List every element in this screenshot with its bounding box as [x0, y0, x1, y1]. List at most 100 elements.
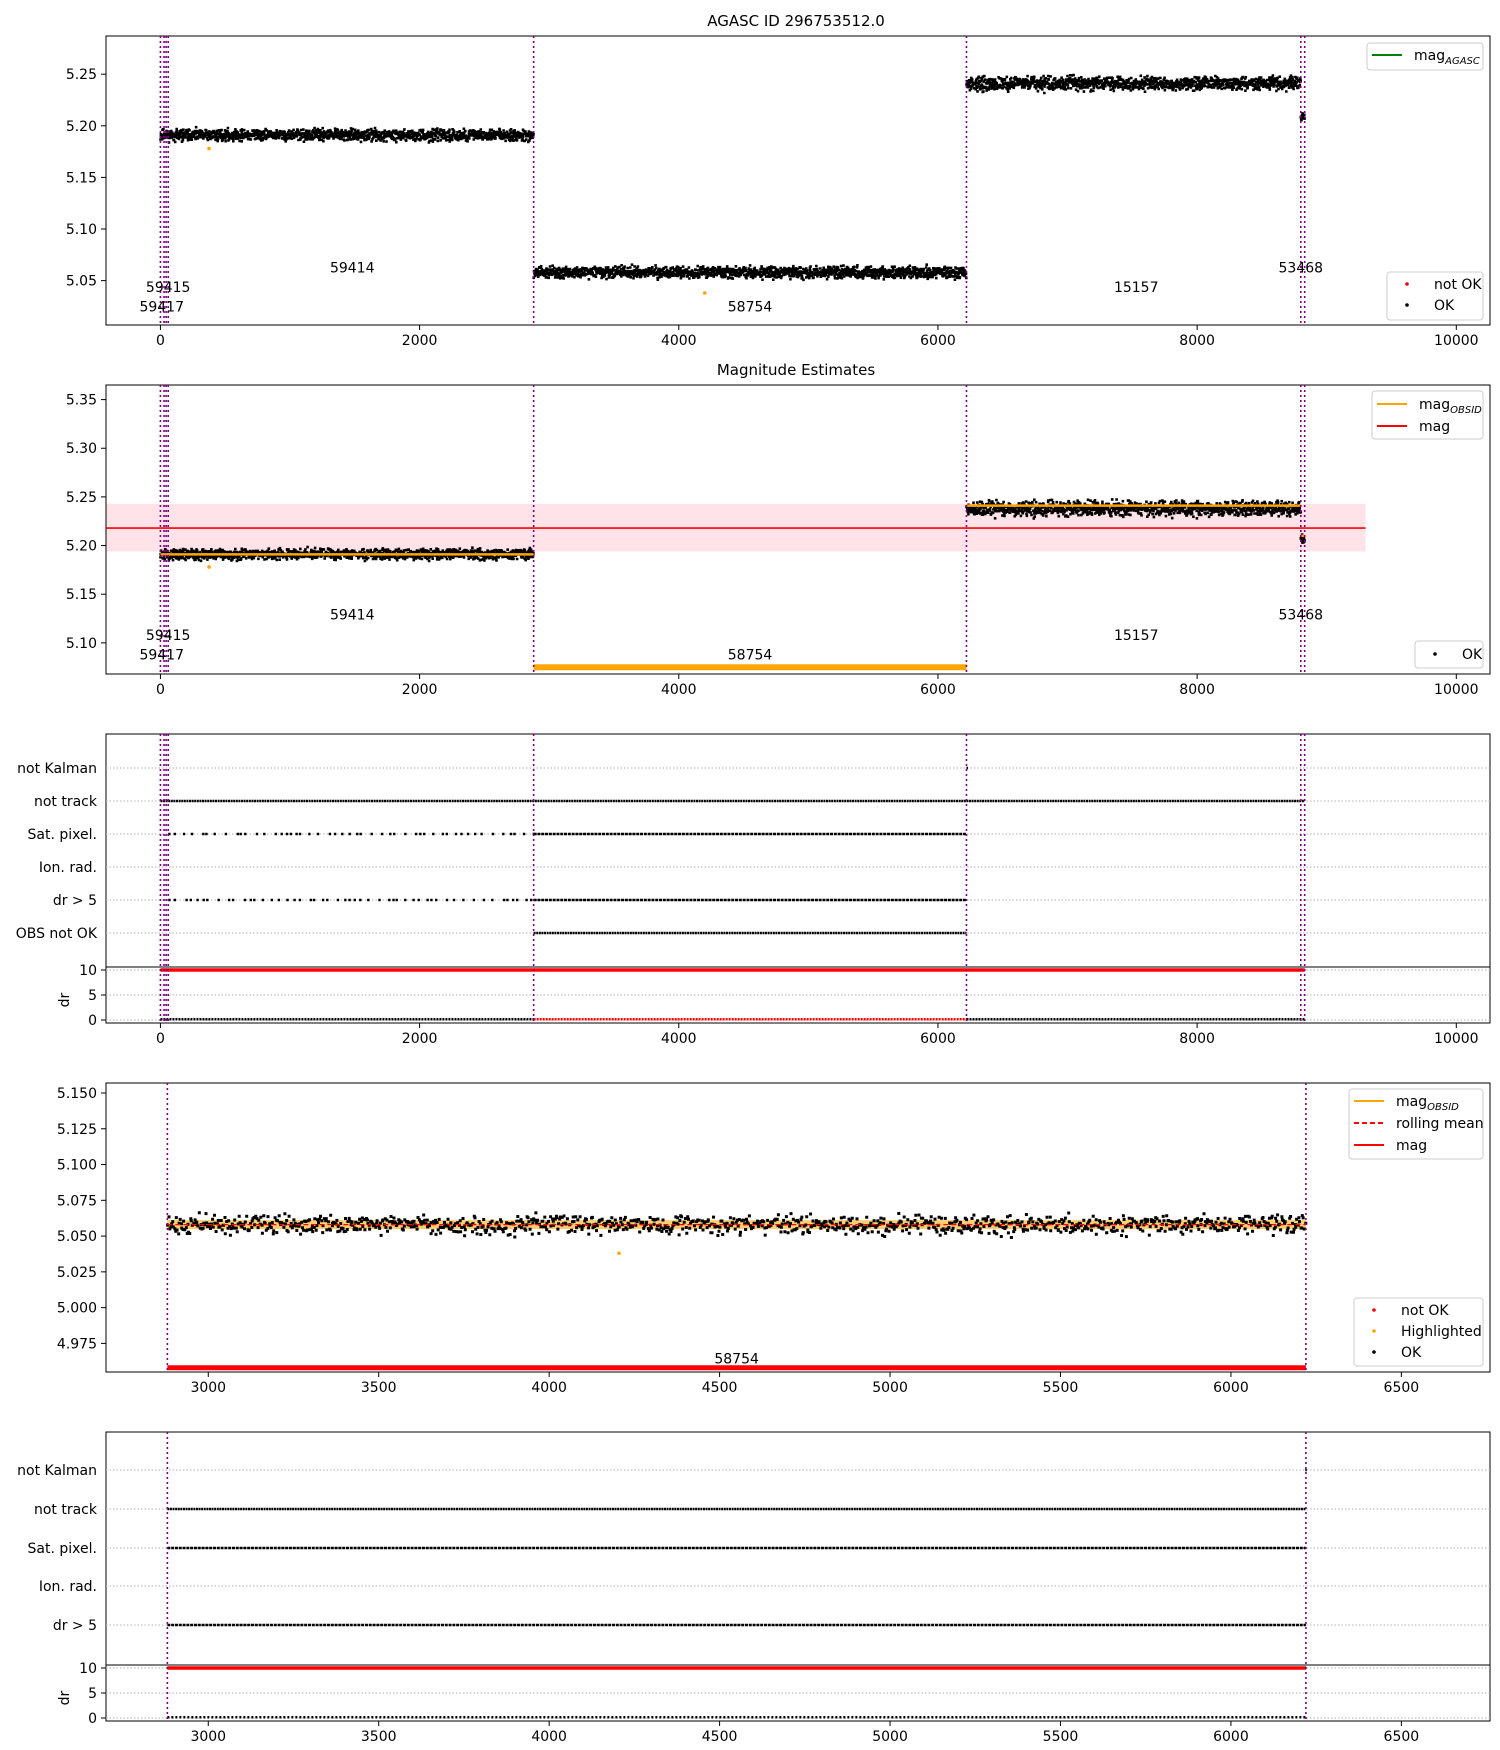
x-tick-label: 3000: [190, 1380, 226, 1396]
chart1-title: AGASC ID 296753512.0: [707, 12, 885, 30]
obsid-label: 58754: [728, 300, 773, 316]
x-tick-label: 3500: [361, 1380, 397, 1396]
y-tick-label: 5.10: [66, 222, 97, 238]
x-tick-label: 6000: [920, 333, 956, 349]
x-tick-label: 4000: [661, 1031, 697, 1047]
legend-zoom-lines: [1348, 1088, 1484, 1160]
panel2-axes: [105, 384, 1491, 675]
panel-obsid-zoom: 58754 3000 3500 4000 4500 5000 5500 6000 6500 4.9…: [57, 1082, 1491, 1396]
y-tick-label: 5.30: [66, 441, 97, 457]
legend-ok-label: OK: [1434, 298, 1455, 314]
ok-points: [159, 125, 535, 144]
y-tick-label: 5: [88, 1686, 97, 1702]
flag-row-label: Sat. pixel.: [28, 827, 97, 843]
obsid-label: 53468: [1279, 260, 1324, 276]
obsid-label: 59417: [139, 300, 184, 316]
x-tick-label: 5500: [1043, 1380, 1079, 1396]
x-tick-label: 5500: [1043, 1729, 1079, 1745]
y-tick-label: 4.975: [57, 1336, 97, 1352]
y-tick-label: 5.25: [66, 67, 97, 83]
x-tick-label: 4000: [661, 682, 697, 698]
y-tick-label: 5.35: [66, 393, 97, 409]
legend-not-ok-label: not OK: [1401, 1303, 1449, 1319]
y-tick-label: 5.05: [66, 274, 97, 290]
legend-mag-agasc: [1366, 42, 1484, 71]
y-tick-label: 5.25: [66, 490, 97, 506]
legend-ok-marker: [1433, 652, 1437, 656]
panel4-axes: [105, 1082, 1491, 1373]
x-tick-label: 2000: [402, 1031, 438, 1047]
legend-mag-label: mag: [1396, 1138, 1427, 1154]
y-tick-label: 5.15: [66, 587, 97, 603]
legend-mag-label: mag: [1419, 419, 1450, 435]
obsid-label: 59414: [330, 260, 375, 276]
chart2-title: Magnitude Estimates: [717, 361, 875, 379]
y-tick-label: 5.075: [57, 1193, 97, 1209]
y-tick-label: 5: [88, 988, 97, 1004]
y-tick-label: 5.050: [57, 1229, 97, 1245]
x-tick-label: 3500: [361, 1729, 397, 1745]
x-tick-label: 2000: [402, 333, 438, 349]
x-tick-label: 10000: [1434, 1031, 1479, 1047]
y-tick-label: 0: [88, 1711, 97, 1727]
y-tick-label: 5.20: [66, 539, 97, 555]
x-tick-label: 5000: [872, 1729, 908, 1745]
highlight-point: [207, 146, 211, 151]
dr-axis-label: dr: [57, 1690, 73, 1705]
flag-row-label: dr > 5: [53, 1618, 97, 1634]
panel-flags-zoom: not Kalman not track Sat. pixel. Ion. rad. d…: [17, 1431, 1491, 1745]
x-tick-label: 4500: [702, 1729, 738, 1745]
ok-points: [965, 498, 1302, 520]
flag-row-label: OBS not OK: [16, 926, 98, 942]
highlight-point: [617, 1251, 621, 1256]
flag-row-label: Ion. rad.: [39, 1579, 97, 1595]
legend-not-ok-label: not OK: [1434, 277, 1482, 293]
obsid-label: 58754: [714, 1351, 759, 1367]
legend-ok-status: [1386, 271, 1484, 321]
flag-row-label: not Kalman: [17, 1463, 97, 1479]
x-tick-label: 2000: [402, 682, 438, 698]
highlight-point: [207, 565, 211, 569]
legend-highlighted-label: Highlighted: [1401, 1324, 1482, 1340]
obsid-label: 59417: [139, 647, 184, 663]
obsid-label: 59414: [330, 608, 375, 624]
x-tick-label: 4000: [531, 1729, 567, 1745]
y-tick-label: 10: [79, 963, 97, 979]
y-tick-label: 5.15: [66, 170, 97, 186]
obsid-label: 15157: [1114, 280, 1159, 296]
x-tick-label: 6500: [1384, 1380, 1420, 1396]
y-tick-label: 5.100: [57, 1158, 97, 1174]
x-tick-label: 10000: [1434, 333, 1479, 349]
dr-axis-label: dr: [57, 992, 73, 1007]
obsid-label: 15157: [1114, 628, 1159, 644]
flag-row-label: Sat. pixel.: [28, 1541, 97, 1557]
panel1-axes: [105, 35, 1491, 326]
legend-rolling-mean-label: rolling mean: [1396, 1116, 1484, 1132]
x-tick-label: 6000: [920, 682, 956, 698]
obsid-label: 59415: [146, 628, 191, 644]
flag-row-label: not track: [34, 794, 98, 810]
legend-not-ok-marker: [1372, 1308, 1376, 1312]
x-tick-label: 8000: [1179, 1031, 1215, 1047]
ok-points: [1299, 112, 1306, 122]
legend-highlighted-marker: [1372, 1329, 1376, 1333]
flag-row-label: Ion. rad.: [39, 860, 97, 876]
legend-ok-only: [1414, 640, 1484, 669]
y-tick-label: 5.000: [57, 1301, 97, 1317]
obsid-label: 53468: [1279, 608, 1324, 624]
y-tick-label: 5.025: [57, 1265, 97, 1281]
x-tick-label: 6000: [920, 1031, 956, 1047]
y-tick-label: 5.150: [57, 1086, 97, 1102]
x-tick-label: 6000: [1213, 1380, 1249, 1396]
x-tick-label: 4500: [702, 1380, 738, 1396]
ok-points: [965, 73, 1302, 95]
x-tick-label: 8000: [1179, 333, 1215, 349]
legend-ok-label: OK: [1401, 1345, 1422, 1361]
flags-axes: [105, 733, 1491, 1024]
y-tick-label: 5.20: [66, 119, 97, 135]
panel-agasc-magnitude: 59415 59417 59414 58754 15157 53468 0 2000 4000 6…: [66, 35, 1491, 349]
x-tick-label: 4000: [661, 333, 697, 349]
y-tick-label: 5.125: [57, 1122, 97, 1138]
x-tick-label: 0: [156, 333, 165, 349]
